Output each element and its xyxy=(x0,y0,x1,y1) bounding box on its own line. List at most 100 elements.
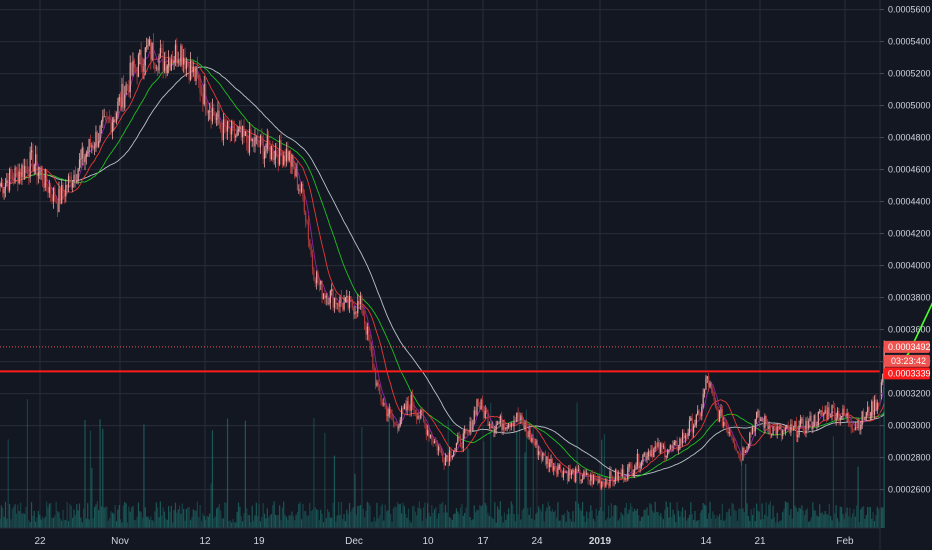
candle-body-397 xyxy=(543,453,545,456)
candle-body-308 xyxy=(421,409,423,415)
volume-bar-594 xyxy=(813,510,815,528)
volume-bar-113 xyxy=(154,511,156,528)
candle-body-461 xyxy=(631,465,633,475)
candle-body-88 xyxy=(120,96,122,107)
volume-bar-548 xyxy=(750,509,752,528)
candle-body-422 xyxy=(577,469,580,472)
volume-bar-210 xyxy=(287,519,289,528)
candle-body-637 xyxy=(872,401,874,415)
x-tick-label-9: 14 xyxy=(700,536,712,547)
candle-body-339 xyxy=(464,429,466,434)
resistance-tag[interactable]: 0.0003339 xyxy=(884,367,931,380)
volume-bar-553 xyxy=(757,510,759,528)
candle-body-72 xyxy=(98,141,100,147)
volume-bar-62 xyxy=(84,420,86,528)
candle-body-519 xyxy=(710,382,713,390)
y-tick-label-13: 0.0005200 xyxy=(888,69,931,79)
candle-body-106 xyxy=(144,47,146,66)
volume-bar-221 xyxy=(302,503,304,528)
candle-body-525 xyxy=(719,410,721,422)
volume-bar-243 xyxy=(332,502,334,528)
candle-body-89 xyxy=(121,84,123,107)
candle-body-477 xyxy=(653,448,655,458)
candle-body-257 xyxy=(351,299,353,308)
volume-bar-299 xyxy=(409,520,411,528)
volume-bar-166 xyxy=(226,418,229,528)
candle-body-577 xyxy=(790,424,792,433)
candle-body-244 xyxy=(333,297,336,308)
candle-body-385 xyxy=(527,431,529,438)
volume-bar-380 xyxy=(520,519,522,528)
candle-body-630 xyxy=(862,411,865,421)
volume-bar-258 xyxy=(353,506,355,528)
candle-body-433 xyxy=(592,475,595,485)
volume-bar-232 xyxy=(317,509,319,528)
candle-body-27 xyxy=(36,154,38,177)
candle-body-35 xyxy=(47,185,49,193)
candle-body-500 xyxy=(684,435,686,439)
volume-bar-561 xyxy=(768,504,770,528)
volume-bar-557 xyxy=(762,519,765,528)
candle-body-178 xyxy=(243,125,245,136)
candle-body-170 xyxy=(232,121,234,125)
volume-bar-310 xyxy=(424,502,426,528)
candle-body-115 xyxy=(157,67,159,71)
last-price-tag[interactable]: 0.0003492 xyxy=(884,340,931,353)
candle-body-313 xyxy=(428,430,430,438)
volume-bar-164 xyxy=(224,502,226,528)
volume-bar-129 xyxy=(176,512,178,528)
candle-body-179 xyxy=(244,131,246,136)
candle-body-383 xyxy=(524,424,526,429)
volume-bar-23 xyxy=(30,502,33,528)
candle-body-309 xyxy=(422,414,425,421)
volume-bar-87 xyxy=(118,505,120,528)
volume-bar-342 xyxy=(468,448,470,528)
candle-body-505 xyxy=(691,418,693,433)
candle-body-280 xyxy=(383,403,385,405)
candle-body-116 xyxy=(158,55,160,71)
volume-bar-363 xyxy=(496,506,499,528)
volume-bar-245 xyxy=(335,521,337,528)
candle-body-624 xyxy=(854,427,856,430)
volume-bar-100 xyxy=(136,516,138,528)
candle-body-247 xyxy=(337,303,340,307)
volume-bar-201 xyxy=(274,514,277,528)
candle-body-558 xyxy=(764,416,766,429)
volume-bar-124 xyxy=(169,511,171,528)
volume-bar-530 xyxy=(725,512,728,528)
volume-bar-383 xyxy=(524,452,526,528)
candle-body-580 xyxy=(794,421,796,427)
candle-body-347 xyxy=(475,410,477,415)
volume-bar-182 xyxy=(248,515,251,528)
candle-body-434 xyxy=(594,475,596,480)
candle-body-251 xyxy=(343,302,345,310)
volume-bar-395 xyxy=(540,511,543,528)
volume-bar-610 xyxy=(835,505,837,528)
candle-body-511 xyxy=(699,413,702,416)
candle-body-261 xyxy=(357,300,359,314)
volume-bar-454 xyxy=(621,514,623,528)
candle-body-478 xyxy=(654,446,656,449)
candle-body-435 xyxy=(595,479,597,480)
candle-body-41 xyxy=(55,200,57,204)
volume-bar-598 xyxy=(819,504,821,528)
volume-bar-31 xyxy=(41,516,44,528)
candle-body-129 xyxy=(176,44,178,64)
candle-body-77 xyxy=(104,116,107,118)
candle-body-452 xyxy=(618,472,621,474)
candle-body-599 xyxy=(820,410,822,412)
candle-body-548 xyxy=(750,432,752,434)
candle-body-141 xyxy=(192,66,194,73)
volume-bar-230 xyxy=(314,507,316,528)
candle-body-348 xyxy=(476,399,478,415)
volume-bar-340 xyxy=(465,507,467,528)
volume-bar-286 xyxy=(391,521,393,528)
candle-body-286 xyxy=(391,413,393,420)
volume-bar-120 xyxy=(163,511,166,528)
candle-body-540 xyxy=(739,453,741,461)
volume-bar-153 xyxy=(209,513,211,528)
y-tick-label-7: 0.0004000 xyxy=(888,261,931,271)
volume-bar-426 xyxy=(583,515,585,528)
